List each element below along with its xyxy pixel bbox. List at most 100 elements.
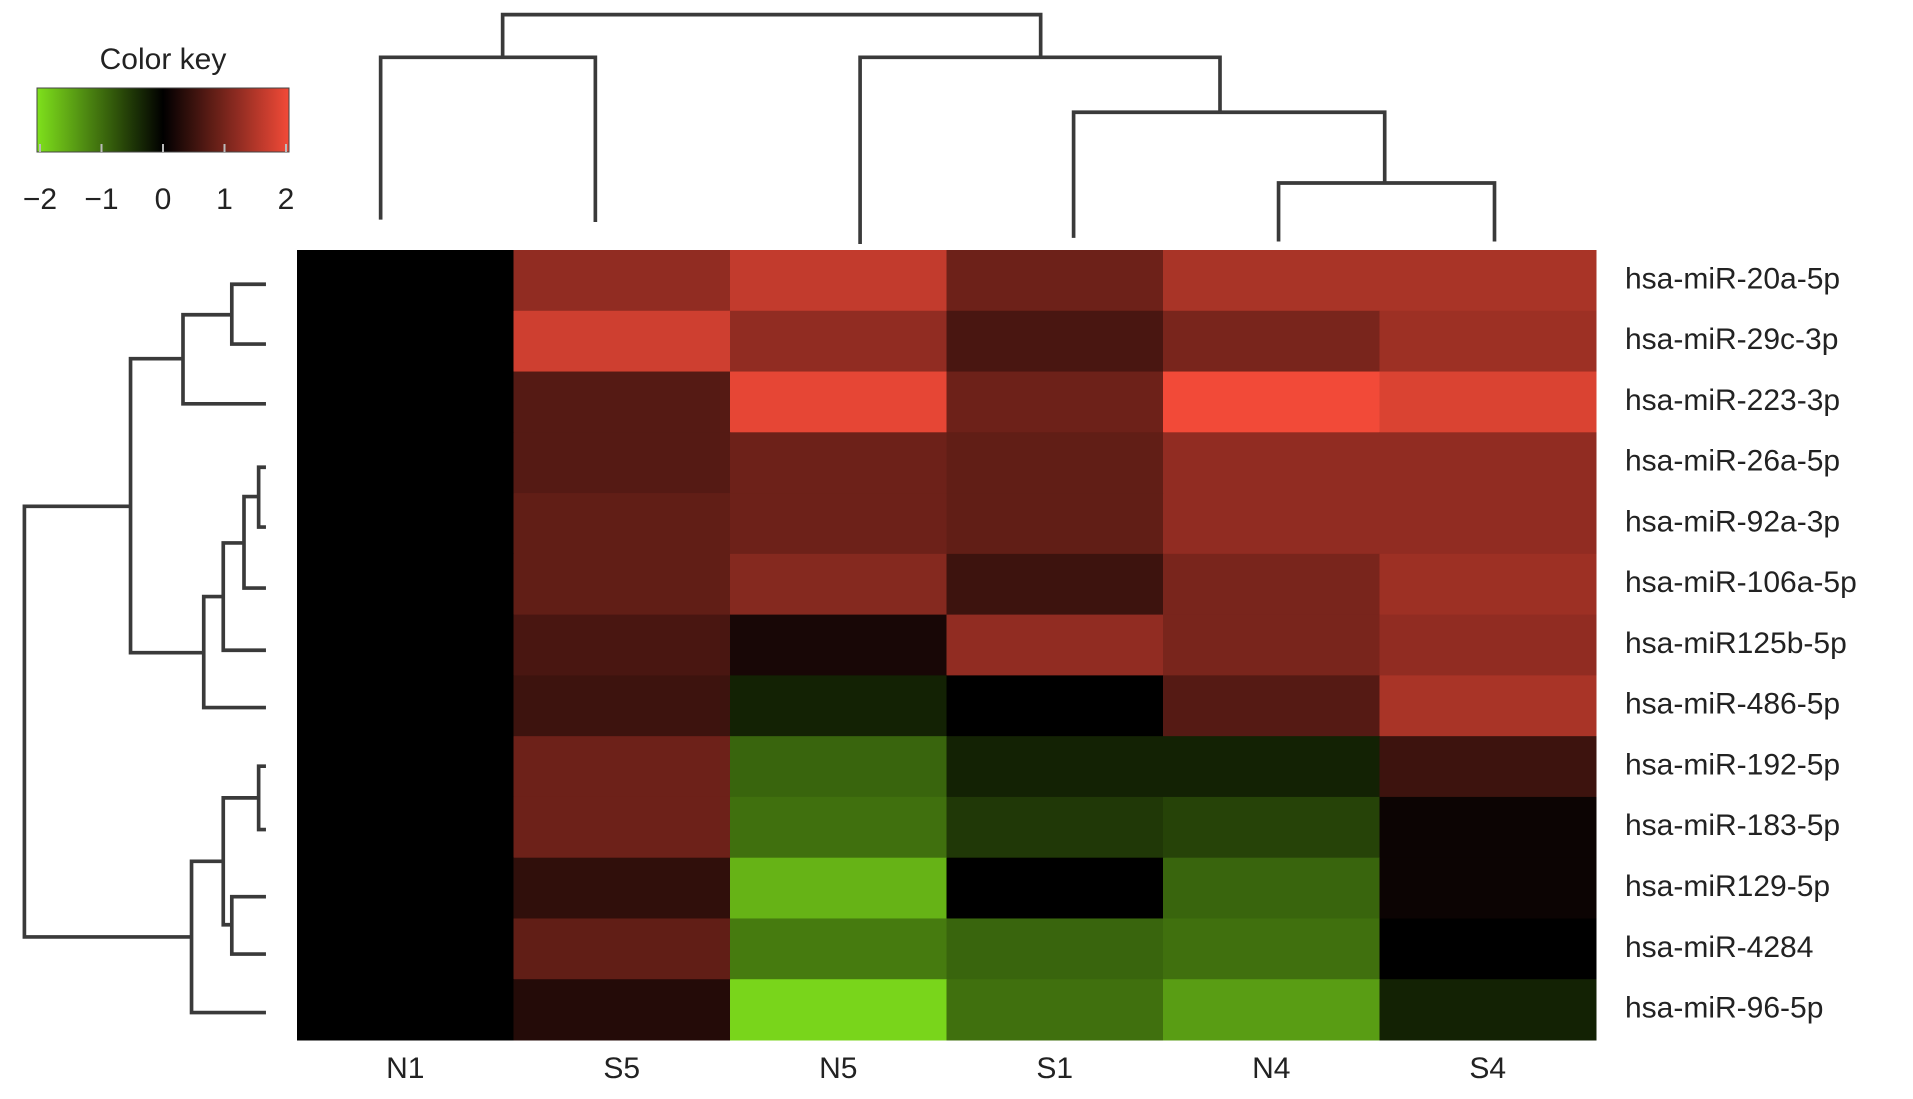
heatmap-cell	[946, 979, 1164, 1041]
row-label: hsa-miR129-5p	[1625, 870, 1830, 903]
heatmap-cell	[730, 493, 947, 555]
heatmap-cell	[1163, 432, 1380, 494]
heatmap-cell	[946, 675, 1164, 737]
heatmap-cell	[513, 614, 731, 676]
heatmap-cell	[1163, 979, 1380, 1041]
heatmap-cell	[946, 736, 1164, 798]
heatmap-cell	[946, 310, 1164, 373]
heatmap-cell	[513, 493, 731, 555]
row-label: hsa-miR-96-5p	[1625, 992, 1823, 1025]
heatmap-cell	[297, 736, 514, 798]
heatmap-cell	[297, 614, 514, 676]
heatmap-cell	[1163, 736, 1380, 798]
heatmap-cell	[730, 614, 947, 676]
heatmap-cell	[730, 979, 947, 1041]
heatmap-cell	[297, 553, 514, 616]
heatmap-cell	[297, 432, 514, 494]
row-label: hsa-miR-106a-5p	[1625, 566, 1857, 599]
heatmap-cell	[946, 857, 1164, 919]
heatmap-cell	[1379, 796, 1597, 859]
heatmap-cell	[1379, 857, 1597, 919]
heatmap-cell	[730, 250, 947, 312]
color-key-tick-label: −2	[23, 183, 57, 216]
column-label: N1	[386, 1052, 424, 1085]
color-key-tick-label: 0	[155, 183, 172, 216]
heatmap-cell	[1163, 614, 1380, 676]
heatmap-cell	[1379, 310, 1597, 373]
column-label: N4	[1252, 1052, 1290, 1085]
heatmap-cell	[513, 432, 731, 494]
heatmap-cell	[946, 250, 1164, 312]
color-key-tick-label: 1	[216, 183, 233, 216]
column-label: S5	[603, 1052, 640, 1085]
heatmap-cell	[946, 432, 1164, 494]
heatmap-cell	[297, 675, 514, 737]
heatmap-cell	[730, 675, 947, 737]
heatmap-cell	[1379, 675, 1597, 737]
row-label: hsa-miR-223-3p	[1625, 384, 1840, 417]
heatmap-cell	[297, 979, 514, 1041]
heatmap-cell	[513, 310, 731, 373]
heatmap-cell	[730, 371, 947, 433]
column-dendrogram	[378, 12, 1497, 245]
heatmap-cell	[946, 918, 1164, 980]
heatmap-cell	[297, 796, 514, 859]
heatmap-cell	[513, 371, 731, 433]
row-label: hsa-miR-92a-3p	[1625, 505, 1840, 538]
heatmap-cell	[513, 250, 731, 312]
color-key-tick-label: −1	[84, 183, 118, 216]
heatmap-cell	[730, 918, 947, 980]
heatmap-cell	[946, 371, 1164, 433]
heatmap-cell	[513, 553, 731, 616]
heatmap-cell	[1163, 796, 1380, 859]
heatmap-cell	[513, 796, 731, 859]
heatmap-cell	[730, 736, 947, 798]
heatmap-cell	[513, 979, 731, 1041]
color-key-tick-label: 2	[278, 183, 295, 216]
heatmap-cell	[730, 796, 947, 859]
row-label: hsa-miR-4284	[1625, 931, 1813, 964]
heatmap-cell	[513, 918, 731, 980]
heatmap-cell	[1379, 432, 1597, 494]
heatmap-cell	[1163, 493, 1380, 555]
row-label: hsa-miR-486-5p	[1625, 688, 1840, 721]
row-label: hsa-miR-20a-5p	[1625, 262, 1840, 295]
heatmap-cell	[946, 796, 1164, 859]
heatmap-cell	[513, 857, 731, 919]
heatmap-cell	[730, 553, 947, 616]
heatmap-cell	[1163, 310, 1380, 373]
heatmap-cell	[946, 493, 1164, 555]
color-key	[36, 87, 290, 153]
column-label: S4	[1469, 1052, 1506, 1085]
row-label: hsa-miR-26a-5p	[1625, 445, 1840, 478]
row-label: hsa-miR125b-5p	[1625, 627, 1847, 660]
heatmap-cell	[1379, 918, 1597, 980]
heatmap-cell	[730, 857, 947, 919]
heatmap-cell	[1163, 250, 1380, 312]
column-label: S1	[1036, 1052, 1073, 1085]
heatmap-cell	[1379, 736, 1597, 798]
heatmap-cell	[297, 493, 514, 555]
heatmap-cell	[730, 432, 947, 494]
heatmap-cell	[1163, 857, 1380, 919]
heatmap-cell	[1163, 675, 1380, 737]
heatmap-cell	[730, 310, 947, 373]
heatmap-cell	[946, 553, 1164, 616]
heatmap-cell	[1379, 493, 1597, 555]
row-dendrogram	[22, 282, 266, 1015]
heatmap-cell	[297, 371, 514, 433]
heatmap-cell	[946, 614, 1164, 676]
heatmap-cell	[1379, 250, 1597, 312]
heatmap-cell	[1163, 918, 1380, 980]
heatmap-cell	[297, 857, 514, 919]
heatmap-cell	[1163, 371, 1380, 433]
column-label: N5	[819, 1052, 857, 1085]
heatmap-cell	[1379, 614, 1597, 676]
color-key-title: Color key	[100, 43, 227, 76]
row-label: hsa-miR-29c-3p	[1625, 323, 1838, 356]
row-label: hsa-miR-192-5p	[1625, 748, 1840, 781]
heatmap-cell	[1379, 979, 1597, 1041]
heatmap-cell	[297, 918, 514, 980]
heatmap-cell	[1163, 553, 1380, 616]
